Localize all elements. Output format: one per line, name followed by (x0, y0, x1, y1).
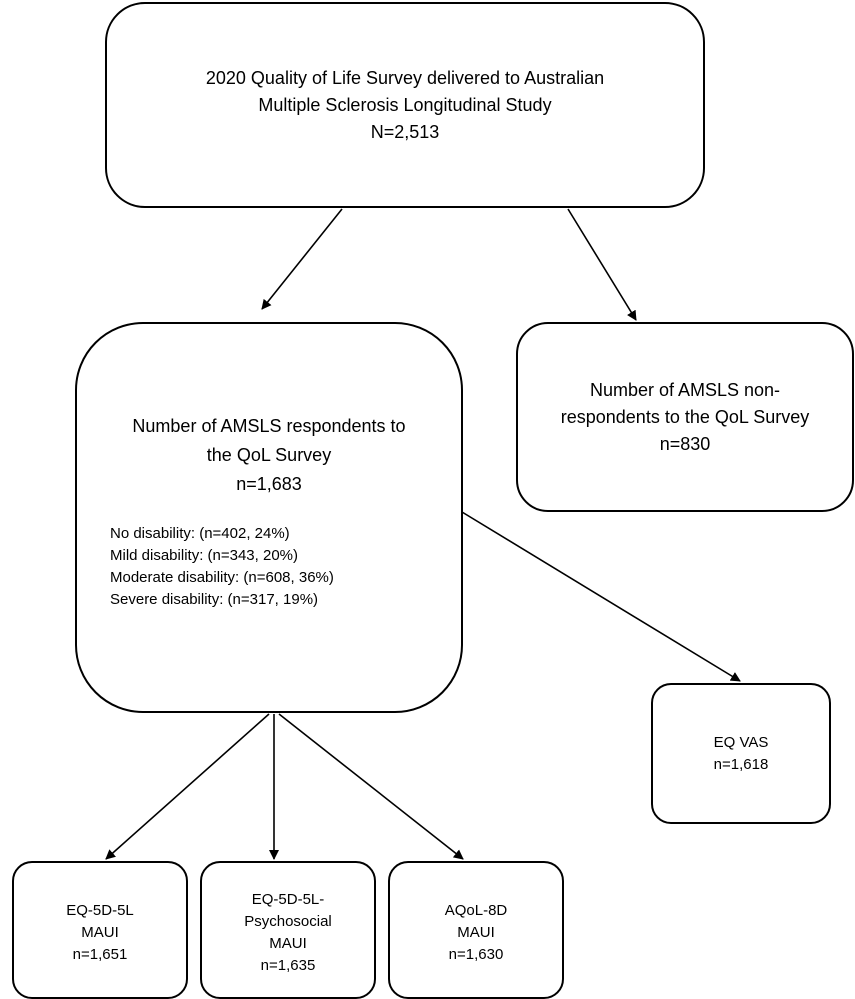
eq-vas-box: EQ VAS n=1,618 (651, 683, 831, 824)
aqol-line1: AQoL-8D (444, 902, 508, 919)
breakdown-no-disability: No disability: (n=402, 24%) (110, 525, 290, 542)
arrow-respondents-to-eq-vas (461, 511, 741, 682)
psychosocial-maui-box: EQ-5D-5L- Psychosocial MAUI n=1,635 (200, 861, 376, 999)
survey-delivered-count: N=2,513 (370, 121, 440, 142)
eq5d-count: n=1,651 (72, 946, 128, 963)
nonrespondents-count: n=830 (659, 433, 711, 454)
survey-delivered-line2: Multiple Sclerosis Longitudinal Study (258, 94, 552, 115)
psychosocial-count: n=1,635 (260, 957, 316, 974)
breakdown-moderate-disability: Moderate disability: (n=608, 36%) (110, 569, 334, 586)
psychosocial-line2: Psychosocial (244, 913, 332, 930)
aqol-line2: MAUI (457, 924, 495, 941)
eq5d-maui-box: EQ-5D-5L MAUI n=1,651 (12, 861, 188, 999)
respondents-line1: Number of AMSLS respondents to (132, 416, 406, 436)
eq5d-line2: MAUI (81, 924, 119, 941)
arrow-respondents-to-eq5d (105, 713, 270, 860)
survey-delivered-line1: 2020 Quality of Life Survey delivered to… (205, 67, 605, 88)
breakdown-mild-disability: Mild disability: (n=343, 20%) (110, 547, 299, 564)
breakdown-severe-disability: Severe disability: (n=317, 19%) (110, 591, 319, 608)
nonrespondents-line2: respondents to the QoL Survey (560, 406, 810, 427)
psychosocial-line1: EQ-5D-5L- (251, 891, 325, 908)
eq-vas-label: EQ VAS (713, 733, 769, 751)
psychosocial-line3: MAUI (269, 935, 307, 952)
aqol-count: n=1,630 (448, 946, 504, 963)
aqol-maui-box: AQoL-8D MAUI n=1,630 (388, 861, 564, 999)
eq5d-line1: EQ-5D-5L (66, 902, 134, 919)
respondents-main-text: Number of AMSLS respondents to the QoL S… (132, 412, 405, 499)
respondents-box: Number of AMSLS respondents to the QoL S… (75, 322, 463, 713)
arrow-respondents-to-aqol (278, 713, 464, 860)
respondents-count: n=1,683 (236, 474, 302, 494)
nonrespondents-box: Number of AMSLS non- respondents to the … (516, 322, 854, 512)
nonrespondents-line1: Number of AMSLS non- (589, 379, 781, 400)
disability-breakdown: No disability: (n=402, 24%) Mild disabil… (110, 523, 334, 611)
eq-vas-count: n=1,618 (713, 755, 769, 773)
survey-delivered-box: 2020 Quality of Life Survey delivered to… (105, 2, 705, 208)
respondents-line2: the QoL Survey (206, 445, 332, 465)
arrow-top-to-nonrespondents (567, 208, 637, 321)
arrow-top-to-respondents (261, 208, 343, 310)
